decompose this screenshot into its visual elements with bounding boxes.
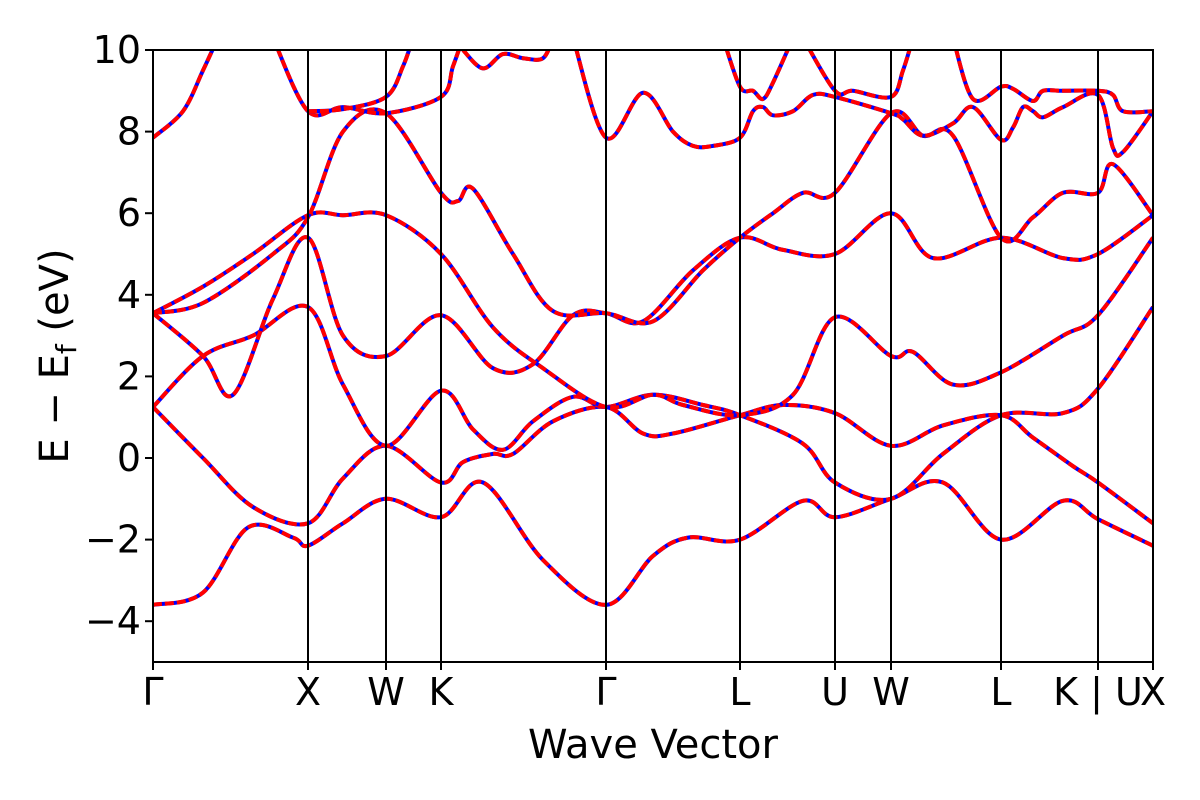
band-12-overlay xyxy=(724,50,790,102)
band-lines xyxy=(153,50,1153,607)
band-11-base xyxy=(574,50,1153,158)
y-tick-label: 0 xyxy=(117,436,141,480)
band-5-overlay xyxy=(153,210,1153,418)
band-2-overlay xyxy=(153,402,1153,527)
band-10-overlay xyxy=(461,50,551,71)
y-tick-label: 10 xyxy=(93,28,141,72)
band-13-base xyxy=(807,50,912,100)
y-tick-label: 6 xyxy=(117,191,141,235)
kpoint-lines xyxy=(307,50,1099,662)
band-11-overlay xyxy=(574,50,1153,158)
x-tick-label: K xyxy=(429,670,455,714)
plot-frame xyxy=(152,49,1154,663)
band-3-overlay xyxy=(153,303,1153,502)
y-axis-label: E − Ef (eV) xyxy=(32,248,83,463)
band-14-overlay xyxy=(954,50,1153,115)
y-tick-label: 4 xyxy=(117,273,141,317)
band-13-overlay xyxy=(807,50,912,100)
band-1-base xyxy=(153,479,1153,607)
x-axis-label: Wave Vector xyxy=(528,722,779,768)
y-axis-label-subscript: f xyxy=(50,343,83,354)
x-tick-label: U xyxy=(821,670,849,714)
x-tick-label: L xyxy=(990,670,1011,714)
y-axis-label-unit: (eV) xyxy=(32,248,78,344)
x-tick-label: W xyxy=(872,670,910,714)
band-9-overlay xyxy=(307,50,412,114)
x-tick-label: W xyxy=(367,670,405,714)
band-1-overlay xyxy=(153,479,1153,607)
x-tick-label: L xyxy=(729,670,750,714)
y-tick-label: 2 xyxy=(117,354,141,398)
band-7-overlay xyxy=(153,50,215,140)
band-4-overlay xyxy=(153,211,1153,399)
y-axis-ticks: −4 −2 0 2 4 6 8 10 xyxy=(85,28,153,643)
x-tick-label: K | U xyxy=(1053,670,1143,715)
band-2-base xyxy=(153,402,1153,527)
y-tick-label: 8 xyxy=(117,110,141,154)
band-3-base xyxy=(153,303,1153,502)
x-tick-label: X xyxy=(295,670,321,714)
y-axis-label-main: E − E xyxy=(32,354,78,464)
y-tick-label: −4 xyxy=(85,599,141,643)
x-tick-label: Γ xyxy=(142,670,163,714)
band-9-base xyxy=(307,50,412,114)
band-6-overlay xyxy=(153,107,1153,326)
band-7-base xyxy=(153,50,215,140)
y-tick-label: −2 xyxy=(85,518,141,562)
x-tick-label: X xyxy=(1140,670,1166,714)
x-tick-label: Γ xyxy=(595,670,616,714)
